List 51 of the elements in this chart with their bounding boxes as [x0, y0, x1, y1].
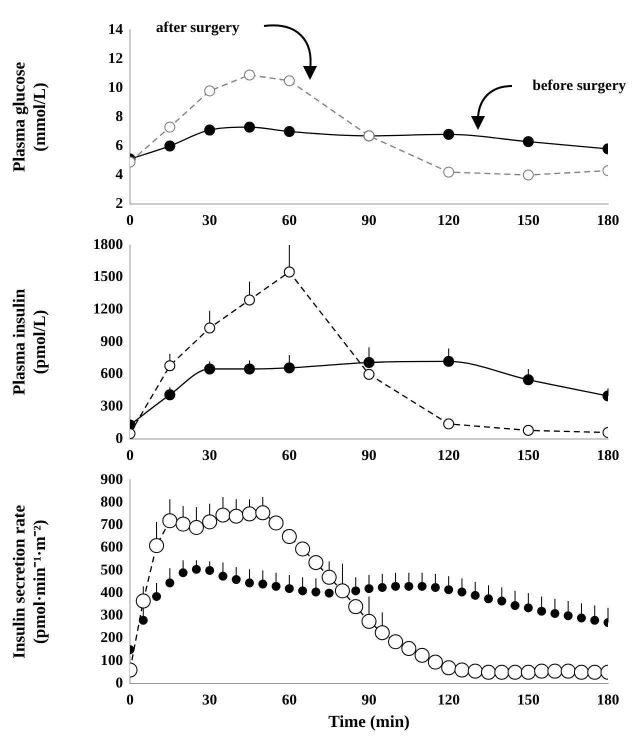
x-tick-label: 90: [362, 212, 376, 229]
y-tick-label: 500: [100, 562, 123, 578]
x-tick-label: 0: [126, 448, 134, 464]
x-tick-label: 150: [517, 448, 540, 464]
x-tick-label: 30: [202, 212, 218, 229]
y-tick-label: 2: [116, 196, 123, 212]
y-tick-label: 700: [100, 517, 123, 534]
y-tick-label: 1800: [93, 236, 123, 253]
y-axis-title: Insulin secretion rate (pmol·min⁻¹·m⁻²): [10, 504, 49, 659]
y-tick-label: 100: [100, 652, 123, 669]
y-axis-title: Plasma insulin (pmol/L): [10, 288, 49, 396]
y-tick-label: 0: [116, 430, 123, 447]
x-tick-label: 60: [282, 212, 297, 229]
y-tick-label: 900: [100, 472, 123, 488]
y-tick-label: 300: [100, 398, 123, 415]
y-tick-label: 14: [108, 22, 124, 38]
y-tick-label: 600: [100, 540, 123, 556]
y-tick-label: 400: [100, 584, 123, 601]
y-tick-label: 900: [100, 334, 123, 350]
x-tick-label: 90: [362, 692, 376, 708]
x-tick-label: 0: [126, 212, 134, 229]
x-tick-label: 90: [362, 448, 376, 464]
x-tick-label: 60: [282, 448, 297, 464]
y-axis-title: Plasma glucose (mmol/L): [10, 62, 49, 172]
x-tick-label: 120: [437, 448, 460, 464]
y-tick-label: 10: [108, 80, 123, 96]
x-tick-label: 60: [282, 692, 297, 708]
y-tick-label: 8: [116, 108, 123, 125]
text: before surgery: [532, 78, 626, 94]
text: after surgery: [156, 20, 240, 36]
y-tick-label: 800: [100, 494, 123, 510]
x-tick-label: 150: [517, 692, 540, 708]
x-tick-label: 180: [596, 212, 620, 229]
x-tick-label: 120: [437, 212, 460, 229]
x-tick-label: 150: [517, 212, 540, 229]
y-tick-label: 4: [116, 166, 124, 183]
y-tick-label: 600: [100, 366, 123, 382]
x-tick-label: 30: [202, 448, 218, 464]
y-tick-label: 0: [116, 675, 123, 692]
x-tick-label: 0: [126, 692, 134, 708]
y-tick-label: 300: [100, 608, 123, 624]
x-tick-label: 120: [437, 692, 460, 708]
y-tick-label: 12: [108, 50, 123, 67]
x-tick-label: 30: [202, 692, 218, 708]
x-axis-title: Time (min): [328, 712, 410, 732]
y-tick-label: 6: [116, 138, 124, 154]
x-tick-label: 180: [596, 448, 620, 464]
x-tick-label: 180: [596, 692, 620, 708]
y-tick-label: 1200: [93, 302, 123, 318]
y-tick-label: 1500: [93, 269, 123, 286]
y-tick-label: 200: [100, 630, 123, 646]
